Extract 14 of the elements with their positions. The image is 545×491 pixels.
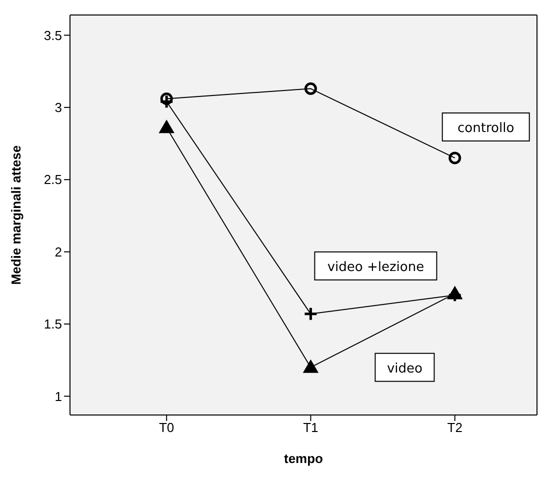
y-tick-label: 2.5 [44, 172, 62, 188]
y-tick-label: 1 [54, 388, 62, 404]
y-tick-label: 1.5 [44, 316, 62, 332]
x-axis-title: tempo [284, 451, 324, 466]
x-tick-label: T2 [447, 420, 462, 436]
series-label: controllo [458, 120, 514, 136]
y-tick-label: 2 [54, 244, 62, 260]
x-tick-label: T1 [303, 420, 318, 436]
y-tick-label: 3 [54, 100, 62, 116]
y-axis-title: Medie marginali attese [8, 145, 24, 285]
text: video [386, 361, 423, 376]
series-label: video +lezione [327, 260, 424, 275]
y-tick-label: 3.5 [44, 28, 62, 43]
x-tick-label: T0 [158, 420, 174, 436]
